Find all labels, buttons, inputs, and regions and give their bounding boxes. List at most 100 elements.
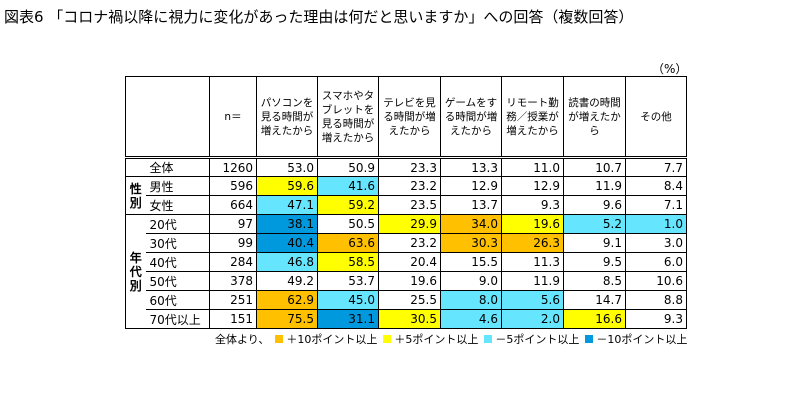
value-cell: 62.9 (256, 290, 318, 310)
value-cell: 8.0 (440, 290, 502, 310)
row-n-value: 97 (209, 214, 257, 234)
value-cell: 50.5 (317, 214, 379, 234)
row-n-value: 251 (209, 290, 257, 310)
value-cell: 11.9 (501, 271, 564, 291)
value-cell: 23.2 (378, 233, 441, 253)
row-n-value: 664 (209, 195, 257, 215)
value-cell: 12.9 (501, 176, 564, 196)
value-cell: 41.6 (317, 176, 379, 196)
value-cell: 7.7 (625, 156, 687, 177)
legend-swatch-blue (585, 335, 594, 343)
table-row: 性別 男性 596 59.6 41.6 23.2 12.9 12.9 11.9 8.4 (125, 176, 687, 215)
group-label-sex: 性別 (125, 176, 146, 215)
row-n-value: 1260 (209, 156, 257, 177)
row-label: 50代 (145, 271, 210, 291)
value-cell: 13.3 (440, 156, 502, 177)
row-n-value: 284 (209, 252, 257, 272)
value-cell: 12.9 (440, 176, 502, 196)
row-label: 女性 (145, 195, 210, 215)
value-cell: 29.9 (378, 214, 441, 234)
value-cell: 10.6 (625, 271, 687, 291)
value-cell: 8.5 (563, 271, 626, 291)
header-col-game: ゲームをする時間が増えたから (440, 76, 502, 158)
value-cell: 19.6 (378, 271, 441, 291)
total-row: 全体 1260 53.0 50.9 23.3 13.3 11.0 10.7 7.7 (125, 156, 687, 177)
legend-prefix: 全体より、 (215, 333, 270, 346)
legend-label-plus5: ＋5ポイント以上 (394, 333, 479, 346)
row-label: 40代 (145, 252, 210, 272)
value-cell: 23.5 (378, 195, 441, 215)
value-cell: 11.3 (501, 252, 564, 272)
table-row: 50代 378 49.2 53.7 19.6 9.0 11.9 8.5 10.6 (126, 271, 687, 291)
value-cell: 19.6 (501, 214, 564, 234)
header-col-pc: パソコンを見る時間が増えたから (256, 76, 318, 158)
table-row: 年代別 20代 97 38.1 50.5 29.9 34.0 19.6 5.2 1.0 (125, 214, 687, 329)
header-col-remote: リモート勤務／授業が増えたから (501, 76, 564, 158)
table-row: 60代 251 62.9 45.0 25.5 8.0 5.6 14.7 8.8 (126, 290, 687, 310)
value-cell: 30.3 (440, 233, 502, 253)
value-cell: 31.1 (317, 309, 379, 329)
value-cell: 59.6 (256, 176, 318, 196)
value-cell: 47.1 (256, 195, 318, 215)
value-cell: 14.7 (563, 290, 626, 310)
value-cell: 23.3 (378, 156, 441, 177)
value-cell: 9.6 (563, 195, 626, 215)
value-cell: 11.9 (563, 176, 626, 196)
table-row: 30代 99 40.4 63.6 23.2 30.3 26.3 9.1 3.0 (126, 233, 687, 253)
value-cell: 26.3 (501, 233, 564, 253)
value-cell: 8.4 (625, 176, 687, 196)
results-table: n＝ パソコンを見る時間が増えたから スマホやタブレットを見る時間が増えたから … (125, 76, 687, 329)
value-cell: 9.5 (563, 252, 626, 272)
value-cell: 4.6 (440, 309, 502, 329)
row-n-value: 99 (209, 233, 257, 253)
row-n-value: 378 (209, 271, 257, 291)
value-cell: 9.3 (501, 195, 564, 215)
value-cell: 10.7 (563, 156, 626, 177)
unit-label: （%） (652, 62, 688, 76)
row-label: 20代 (145, 214, 210, 234)
value-cell: 13.7 (440, 195, 502, 215)
value-cell: 49.2 (256, 271, 318, 291)
value-cell: 11.0 (501, 156, 564, 177)
table-row: 40代 284 46.8 58.5 20.4 15.5 11.3 9.5 6.0 (126, 252, 687, 272)
value-cell: 23.2 (378, 176, 441, 196)
header-row: n＝ パソコンを見る時間が増えたから スマホやタブレットを見る時間が増えたから … (125, 76, 687, 158)
value-cell: 5.2 (563, 214, 626, 234)
value-cell: 9.1 (563, 233, 626, 253)
value-cell: 46.8 (256, 252, 318, 272)
value-cell: 16.6 (563, 309, 626, 329)
legend-label-plus10: ＋10ポイント以上 (286, 333, 378, 346)
value-cell: 9.3 (625, 309, 687, 329)
header-col-tv: テレビを見る時間が増えたから (378, 76, 441, 158)
value-cell: 20.4 (378, 252, 441, 272)
row-label: 全体 (145, 156, 210, 177)
value-cell: 75.5 (256, 309, 318, 329)
legend-swatch-cyan (484, 335, 493, 343)
value-cell: 1.0 (625, 214, 687, 234)
group-label-age: 年代別 (125, 214, 146, 329)
legend-label-minus5: －5ポイント以上 (495, 333, 580, 346)
value-cell: 53.7 (317, 271, 379, 291)
value-cell: 50.9 (317, 156, 379, 177)
page-title: 図表6 「コロナ禍以降に視力に変化があった理由は何だと思いますか」への回答（複数… (4, 8, 634, 26)
row-label: 70代以上 (145, 309, 210, 329)
value-cell: 8.8 (625, 290, 687, 310)
value-cell: 58.5 (317, 252, 379, 272)
legend-swatch-yellow (383, 335, 392, 343)
value-cell: 15.5 (440, 252, 502, 272)
group-cell-empty (125, 156, 146, 177)
header-col-reading: 読書の時間が増えたから (563, 76, 626, 158)
legend-label-minus10: －10ポイント以上 (596, 333, 688, 346)
row-n-value: 151 (209, 309, 257, 329)
value-cell: 25.5 (378, 290, 441, 310)
header-corner (125, 76, 210, 158)
table-row: 女性 664 47.1 59.2 23.5 13.7 9.3 9.6 7.1 (126, 195, 687, 215)
value-cell: 6.0 (625, 252, 687, 272)
row-label: 男性 (145, 176, 210, 196)
value-cell: 30.5 (378, 309, 441, 329)
legend-swatch-orange (275, 335, 284, 343)
value-cell: 34.0 (440, 214, 502, 234)
value-cell: 7.1 (625, 195, 687, 215)
table-row: 70代以上 151 75.5 31.1 30.5 4.6 2.0 16.6 9.3 (126, 309, 687, 329)
row-label: 30代 (145, 233, 210, 253)
